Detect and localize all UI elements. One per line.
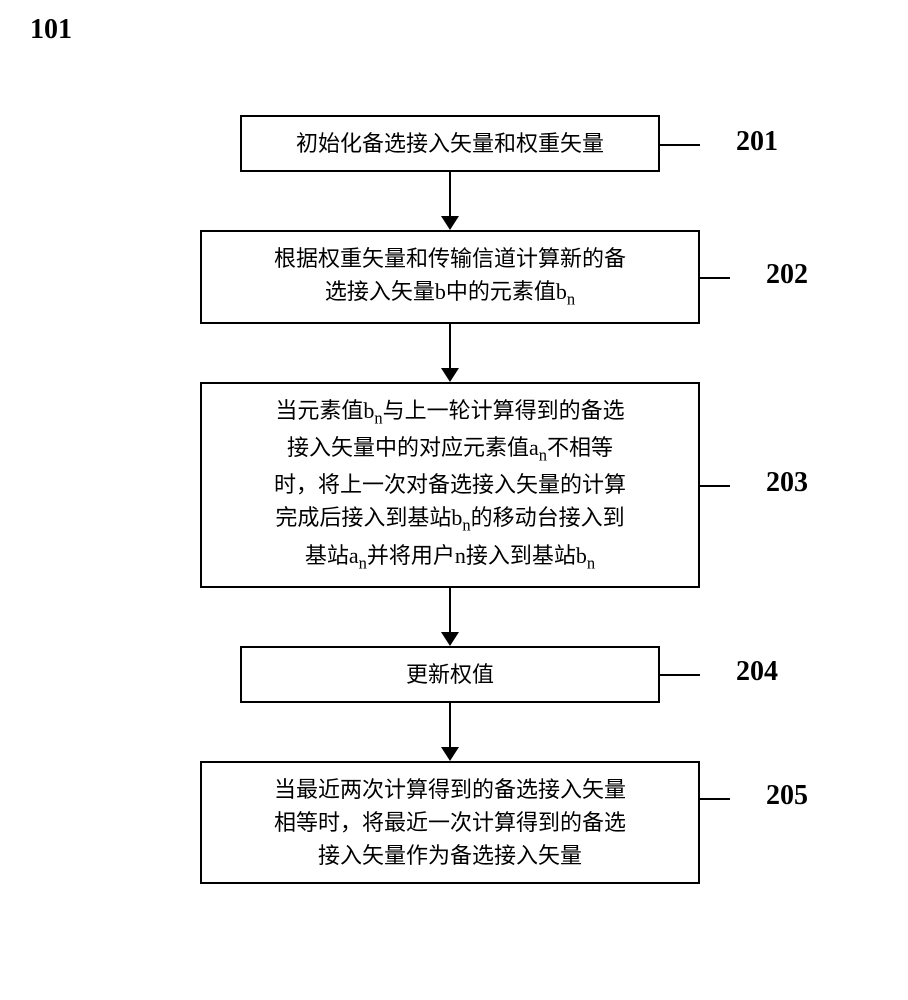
step-203-label: 203 <box>766 462 808 504</box>
step-203: 当元素值bn与上一轮计算得到的备选 接入矢量中的对应元素值an不相等 时，将上一… <box>200 382 700 588</box>
step-202-line1: 根据权重矢量和传输信道计算新的备 <box>274 246 626 271</box>
label-tick <box>698 485 730 487</box>
label-tick <box>698 277 730 279</box>
t: 相等时，将最近一次计算得到的备选 <box>274 810 626 835</box>
sub: n <box>539 446 547 465</box>
step-204-label: 204 <box>736 651 778 693</box>
step-204-text: 更新权值 <box>406 662 494 687</box>
step-202-line2a: 选接入矢量b中的元素值b <box>325 279 567 304</box>
t: 完成后接入到基站b <box>275 505 462 530</box>
t: 不相等 <box>547 435 613 460</box>
figure-ref-label: 101 <box>30 14 72 46</box>
step-202-label: 202 <box>766 254 808 296</box>
step-205: 当最近两次计算得到的备选接入矢量 相等时，将最近一次计算得到的备选 接入矢量作为… <box>200 761 700 884</box>
step-201-text: 初始化备选接入矢量和权重矢量 <box>296 131 604 156</box>
t: 当元素值b <box>275 398 374 423</box>
t: 与上一轮计算得到的备选 <box>383 398 625 423</box>
step-201-label: 201 <box>736 120 778 162</box>
sub: n <box>462 516 470 535</box>
t: 接入矢量作为备选接入矢量 <box>318 843 582 868</box>
step-202-sub-n: n <box>567 289 575 308</box>
sub: n <box>359 553 367 572</box>
arrow-201-202 <box>170 172 730 230</box>
flowchart: 初始化备选接入矢量和权重矢量 201 根据权重矢量和传输信道计算新的备 选接入矢… <box>170 115 730 884</box>
step-201: 初始化备选接入矢量和权重矢量 201 <box>240 115 660 172</box>
label-tick <box>658 144 700 146</box>
step-202: 根据权重矢量和传输信道计算新的备 选接入矢量b中的元素值bn 202 <box>200 230 700 324</box>
step-204: 更新权值 204 <box>240 646 660 703</box>
arrow-204-205 <box>170 703 730 761</box>
label-tick <box>698 798 730 800</box>
t: 基站a <box>305 543 359 568</box>
label-tick <box>658 674 700 676</box>
t: 接入矢量中的对应元素值a <box>287 435 539 460</box>
t: 的移动台接入到 <box>471 505 625 530</box>
t: 并将用户n接入到基站b <box>367 543 587 568</box>
t: 时，将上一次对备选接入矢量的计算 <box>274 472 626 497</box>
sub: n <box>374 409 382 428</box>
arrow-203-204 <box>170 588 730 646</box>
arrow-202-203 <box>170 324 730 382</box>
step-205-label: 205 <box>766 775 808 817</box>
t: 当最近两次计算得到的备选接入矢量 <box>274 777 626 802</box>
sub: n <box>587 553 595 572</box>
